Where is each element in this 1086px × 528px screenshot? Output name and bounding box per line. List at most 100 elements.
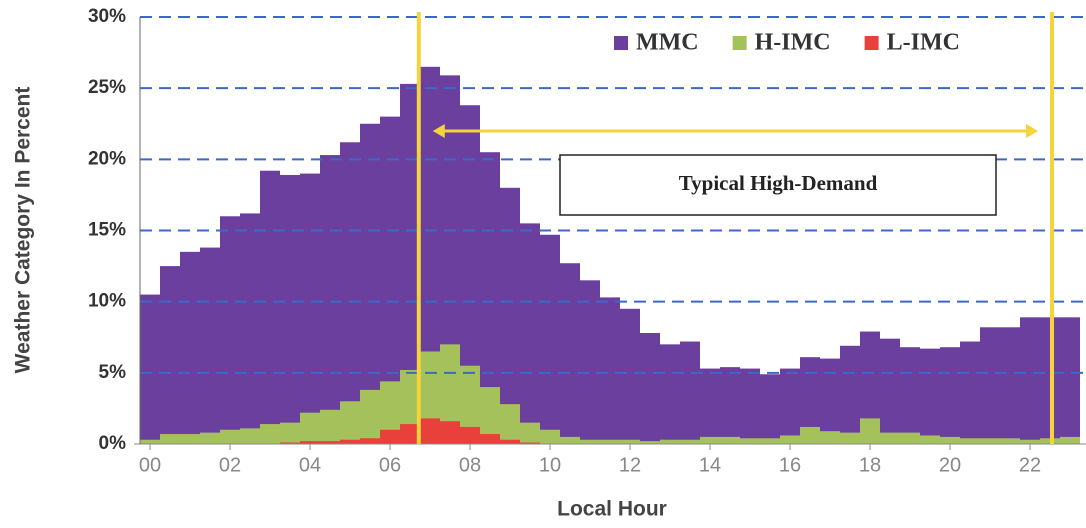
bar [200, 247, 220, 444]
bar [920, 348, 940, 444]
bar [140, 294, 160, 444]
bar [580, 280, 600, 444]
bar [620, 439, 640, 444]
bar [1000, 327, 1020, 444]
bar [160, 266, 180, 444]
bar [320, 409, 340, 444]
bar [740, 368, 760, 444]
bar [960, 438, 980, 444]
bar [340, 401, 360, 444]
bar [540, 234, 560, 444]
bar [640, 441, 660, 444]
bar [900, 347, 920, 444]
bar [340, 142, 360, 444]
bar [880, 432, 900, 444]
bar [280, 422, 300, 444]
bar [400, 83, 420, 444]
bar [220, 429, 240, 444]
bar [420, 66, 440, 445]
bar [460, 426, 480, 444]
annotation-text: Typical High-Demand [679, 171, 878, 195]
bar [860, 418, 880, 444]
bar [940, 436, 960, 444]
bar [580, 439, 600, 444]
bar [720, 367, 740, 444]
bar [740, 438, 760, 444]
bar [300, 441, 320, 444]
y-tick-label: 30% [88, 6, 126, 27]
bar [600, 297, 620, 444]
legend-label: L-IMC [887, 30, 960, 56]
x-tick-label: 06 [379, 454, 401, 476]
bar [440, 344, 460, 444]
bar [960, 341, 980, 444]
bar [980, 438, 1000, 444]
bar [840, 345, 860, 444]
bar [880, 338, 900, 444]
bar [700, 436, 720, 444]
x-tick-label: 16 [779, 454, 801, 476]
bar [660, 439, 680, 444]
bar [360, 389, 380, 444]
legend-swatch [614, 36, 628, 50]
bar [760, 438, 780, 444]
bar [800, 357, 820, 444]
y-tick-label: 25% [88, 77, 126, 98]
bar [300, 412, 320, 444]
bar [820, 358, 840, 444]
bar [380, 429, 400, 444]
x-tick-label: 14 [699, 454, 721, 476]
bar [320, 155, 340, 444]
annotation-box [559, 154, 997, 216]
bar [240, 213, 260, 444]
bar [380, 116, 400, 444]
bar [780, 368, 800, 444]
bar [620, 308, 640, 444]
bar [820, 431, 840, 444]
bar [660, 344, 680, 444]
bar [720, 436, 740, 444]
bar [600, 439, 620, 444]
bar [260, 424, 280, 444]
legend-label: H-IMC [755, 30, 831, 56]
bar [460, 365, 480, 444]
bar [260, 170, 280, 444]
x-tick-label: 10 [539, 454, 561, 476]
bar [200, 432, 220, 444]
x-tick-label: 00 [139, 454, 161, 476]
x-tick-label: 18 [859, 454, 881, 476]
bar [780, 435, 800, 444]
bar [360, 123, 380, 444]
bar [300, 173, 320, 445]
bar [280, 442, 300, 444]
bar [180, 251, 200, 444]
bar [380, 381, 400, 444]
bar [680, 439, 700, 444]
bar [500, 439, 520, 444]
bar [520, 223, 540, 444]
bar [640, 332, 660, 444]
x-axis-title: Local Hour [557, 498, 667, 521]
x-tick-label: 22 [1019, 454, 1041, 476]
bar [320, 441, 340, 444]
legend-swatch [732, 36, 747, 50]
bar [480, 152, 500, 444]
bar [540, 429, 560, 444]
y-tick-label: 0% [99, 433, 127, 454]
x-tick-label: 20 [939, 454, 961, 476]
bar [340, 439, 360, 444]
x-tick-label: 04 [299, 454, 321, 476]
bar [860, 331, 880, 444]
bar [160, 434, 180, 444]
bar [480, 387, 500, 444]
x-tick-label: 12 [619, 454, 641, 476]
bar [400, 424, 420, 444]
x-tick-label: 02 [219, 454, 241, 476]
legend-swatch [864, 36, 879, 50]
bar [500, 187, 520, 445]
bar [440, 421, 460, 444]
bar [700, 368, 720, 444]
bar [420, 418, 440, 444]
bar [500, 404, 520, 444]
